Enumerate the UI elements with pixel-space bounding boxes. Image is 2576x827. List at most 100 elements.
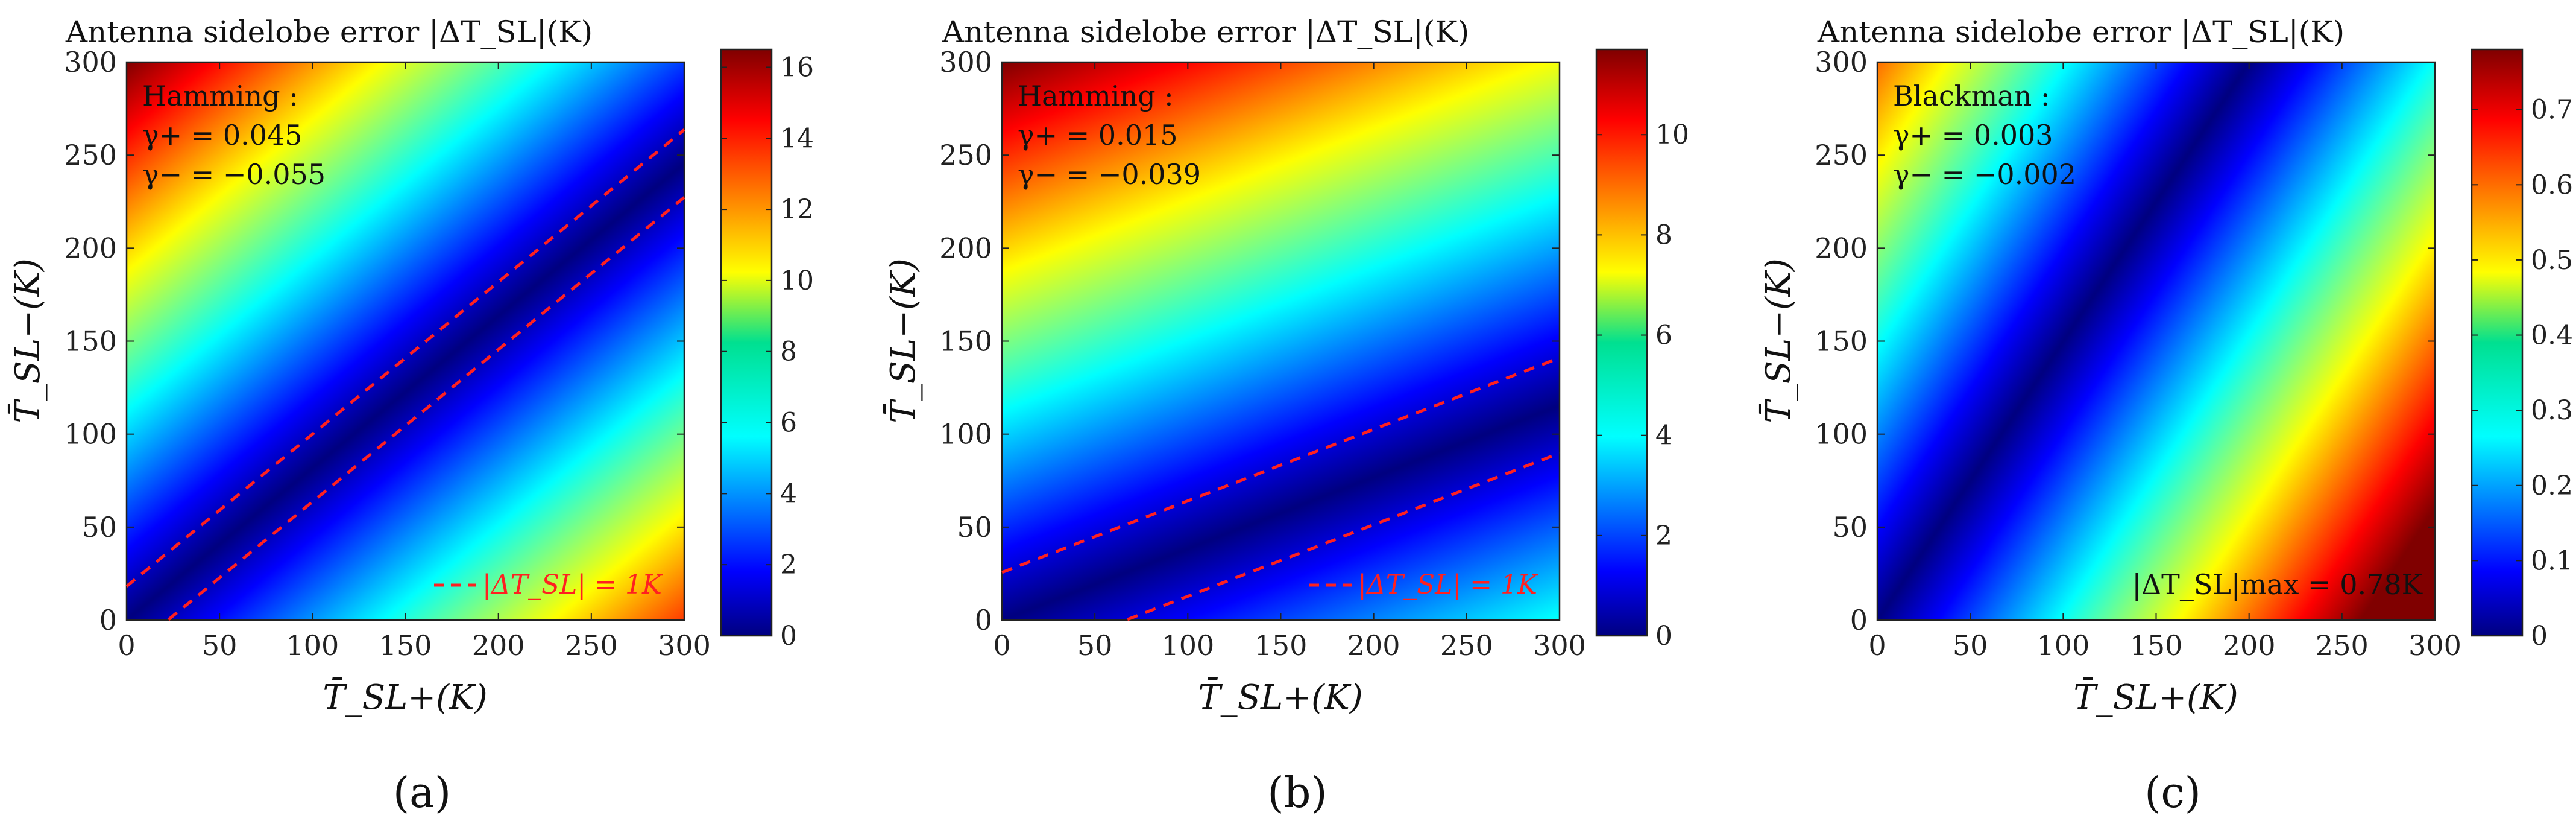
colorbar-tick-label: 8 bbox=[780, 337, 797, 367]
colorbar-tick-label: 4 bbox=[780, 478, 797, 509]
panel-b: Antenna sidelobe error |ΔT_SL|(K) 0 50 100… bbox=[883, 14, 1689, 817]
panel-c-annotation-window: Blackman : bbox=[1893, 80, 2050, 112]
y-tick-label: 150 bbox=[64, 325, 117, 358]
panel-a-xlabel: T̄_SL+(K) bbox=[323, 677, 487, 717]
x-tick-label: 200 bbox=[472, 629, 525, 662]
y-tick-label: 100 bbox=[939, 418, 992, 451]
panel-b-legend: |ΔT_SL| = 1K bbox=[1309, 569, 1538, 600]
panel-c-colorbar-gradient bbox=[2471, 48, 2524, 637]
panel-c-plot: 0 50 100 150 200 250 300 0 50 100 150 200 250 300 Bla… bbox=[1815, 46, 2461, 662]
panel-a-annotation-window: Hamming : bbox=[142, 80, 298, 112]
panel-b-title: Antenna sidelobe error |ΔT_SL|(K) bbox=[942, 14, 1469, 49]
x-tick-label: 250 bbox=[2316, 629, 2369, 662]
contour-line bbox=[1127, 451, 1560, 621]
panel-b-annotation-gamma-minus: γ− = −0.039 bbox=[1018, 158, 1201, 191]
panel-b-colorbar: 0 2 4 6 8 10 bbox=[1595, 48, 1689, 651]
panel-a: Antenna sidelobe error |ΔT_SL|(K) 0 50 100… bbox=[7, 14, 814, 817]
colorbar-tick-label: 4 bbox=[1655, 420, 1672, 451]
panel-c-max-label: |ΔT_SL|max = 0.78K bbox=[2132, 568, 2423, 601]
colorbar-tick-label: 0.6 bbox=[2531, 170, 2573, 200]
contour-line bbox=[167, 196, 685, 621]
y-tick-label: 100 bbox=[1815, 418, 1868, 451]
x-tick-label: 100 bbox=[1161, 629, 1214, 662]
panel-a-annotation-gamma-minus: γ− = −0.055 bbox=[142, 158, 326, 191]
panel-a-axes: 0 50 100 150 200 250 300 0 50 100 150 200 250 300 bbox=[64, 46, 711, 662]
panel-b-annotation: Hamming : γ+ = 0.015 γ− = −0.039 bbox=[1018, 80, 1201, 191]
panel-b-colorbar-gradient bbox=[1595, 48, 1648, 637]
contour-line bbox=[125, 128, 685, 588]
colorbar-tick-label: 0.5 bbox=[2531, 245, 2573, 276]
panel-a-title: Antenna sidelobe error |ΔT_SL|(K) bbox=[65, 14, 593, 49]
panel-a-annotation-gamma-plus: γ+ = 0.045 bbox=[142, 119, 303, 151]
colorbar-tick-label: 6 bbox=[780, 408, 797, 439]
colorbar-tick-label: 0 bbox=[1655, 621, 1672, 651]
x-tick-label: 150 bbox=[1255, 629, 1308, 662]
colorbar-tick-label: 14 bbox=[780, 123, 814, 154]
contour-line bbox=[1001, 356, 1560, 574]
colorbar-tick-label: 0.1 bbox=[2531, 545, 2573, 576]
y-tick-label: 200 bbox=[64, 232, 117, 264]
panel-a-heatmap bbox=[127, 62, 684, 620]
y-tick-label: 250 bbox=[939, 139, 992, 171]
x-tick-label: 0 bbox=[118, 629, 135, 662]
panel-c-annotation-gamma-minus: γ− = −0.002 bbox=[1893, 158, 2076, 191]
y-tick-label: 0 bbox=[975, 604, 992, 636]
panel-b-legend-text: |ΔT_SL| = 1K bbox=[1358, 569, 1538, 600]
y-tick-label: 100 bbox=[64, 418, 117, 451]
y-tick-label: 150 bbox=[1815, 325, 1868, 358]
panel-a-label: (a) bbox=[393, 768, 451, 817]
panel-c-ylabel: T̄_SL−(K) bbox=[1758, 258, 1798, 423]
x-tick-label: 200 bbox=[2223, 629, 2276, 662]
colorbar-tick-label: 2 bbox=[780, 550, 797, 580]
panel-a-legend: |ΔT_SL| = 1K bbox=[434, 569, 663, 600]
x-tick-label: 200 bbox=[1347, 629, 1400, 662]
colorbar-tick-label: 10 bbox=[1655, 119, 1689, 150]
x-tick-label: 250 bbox=[565, 629, 618, 662]
colorbar-tick-label: 16 bbox=[780, 52, 814, 83]
y-tick-label: 0 bbox=[99, 604, 117, 636]
y-tick-label: 300 bbox=[939, 46, 992, 78]
colorbar-tick-label: 0.3 bbox=[2531, 395, 2573, 426]
panel-b-annotation-window: Hamming : bbox=[1018, 80, 1174, 112]
panel-a-legend-text: |ΔT_SL| = 1K bbox=[482, 569, 663, 600]
y-tick-label: 250 bbox=[64, 139, 117, 171]
colorbar-tick-label: 0.2 bbox=[2531, 471, 2573, 501]
colorbar-tick-label: 6 bbox=[1655, 320, 1672, 351]
colorbar-tick-label: 2 bbox=[1655, 521, 1672, 551]
x-tick-label: 100 bbox=[2036, 629, 2089, 662]
y-tick-label: 50 bbox=[81, 511, 117, 543]
panel-b-contours bbox=[1001, 356, 1560, 621]
panel-b-label: (b) bbox=[1267, 768, 1327, 817]
colorbar-tick-label: 0 bbox=[780, 621, 797, 651]
panel-a-annotation: Hamming : γ+ = 0.045 γ− = −0.055 bbox=[142, 80, 326, 191]
x-tick-label: 50 bbox=[1953, 629, 1988, 662]
panel-b-plot: 0 50 100 150 200 250 300 0 50 100 150 200 250 300 Ham… bbox=[939, 46, 1586, 662]
y-tick-label: 200 bbox=[1815, 232, 1868, 264]
y-tick-label: 150 bbox=[939, 325, 992, 358]
x-tick-label: 150 bbox=[379, 629, 432, 662]
x-tick-label: 150 bbox=[2130, 629, 2183, 662]
panel-c-label: (c) bbox=[2144, 768, 2201, 817]
y-tick-label: 250 bbox=[1815, 139, 1868, 171]
panel-b-ylabel: T̄_SL−(K) bbox=[883, 258, 923, 423]
panel-c-axes: 0 50 100 150 200 250 300 0 50 100 150 200 250 300 bbox=[1815, 46, 2461, 662]
panel-b-xlabel: T̄_SL+(K) bbox=[1198, 677, 1362, 717]
panel-a-plot: 0 50 100 150 200 250 300 0 50 100 150 200 250 300 Ham… bbox=[64, 46, 711, 662]
panel-c-xlabel: T̄_SL+(K) bbox=[2073, 677, 2238, 717]
y-tick-label: 0 bbox=[1850, 604, 1868, 636]
x-tick-label: 50 bbox=[1077, 629, 1113, 662]
panel-b-axes: 0 50 100 150 200 250 300 0 50 100 150 200 250 300 bbox=[939, 46, 1586, 662]
colorbar-tick-label: 0.7 bbox=[2531, 95, 2573, 125]
panel-c: Antenna sidelobe error |ΔT_SL|(K) 0 50 100… bbox=[1758, 14, 2573, 817]
x-tick-label: 300 bbox=[1533, 629, 1586, 662]
x-tick-label: 300 bbox=[2408, 629, 2461, 662]
panel-a-ylabel: T̄_SL−(K) bbox=[7, 258, 48, 423]
x-tick-label: 50 bbox=[202, 629, 238, 662]
panel-b-annotation-gamma-plus: γ+ = 0.015 bbox=[1018, 119, 1178, 151]
panel-a-colorbar: 0 2 4 6 8 10 12 14 16 bbox=[720, 48, 814, 651]
panel-a-contours bbox=[125, 128, 685, 621]
panel-b-colorbar-ticks: 0 2 4 6 8 10 bbox=[1596, 119, 1689, 651]
panel-c-colorbar: 0 0.1 0.2 0.3 0.4 0.5 0.6 0.7 bbox=[2471, 48, 2573, 651]
panel-a-colorbar-ticks: 0 2 4 6 8 10 12 14 16 bbox=[721, 52, 814, 651]
